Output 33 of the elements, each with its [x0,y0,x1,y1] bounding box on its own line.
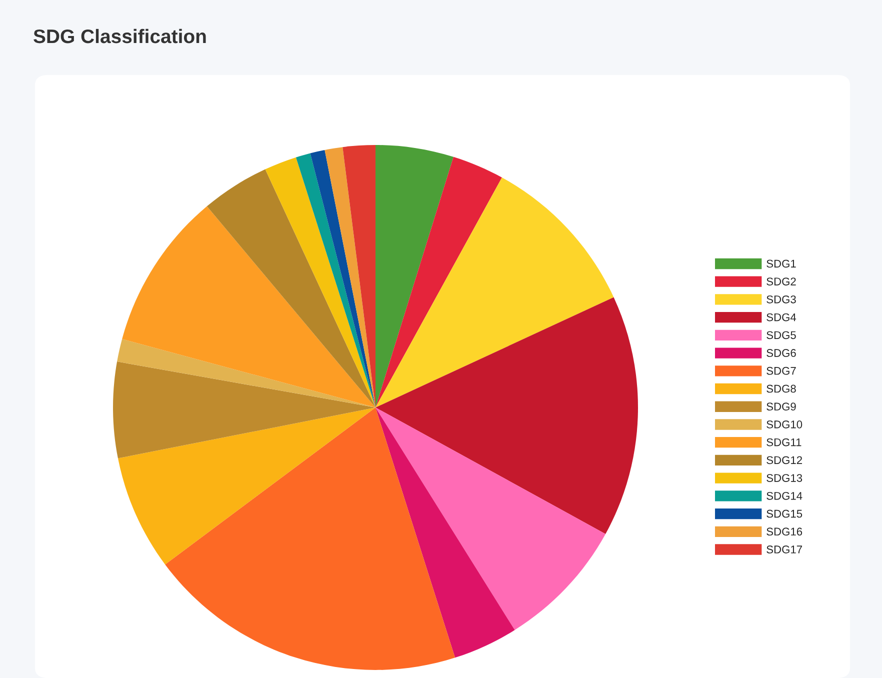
legend-label: SDG16 [766,528,802,536]
pie-slice [122,206,376,408]
legend-label: SDG14 [766,492,802,500]
pie-slice [376,408,606,630]
pie-slice [265,157,376,408]
legend-label: SDG2 [766,278,796,286]
legend-label: SDG4 [766,313,796,322]
legend-label: SDG9 [766,402,796,411]
legend-label: SDG8 [766,384,796,393]
pie-slice [376,408,515,658]
legend-label: SDG17 [766,546,802,554]
legend-label: SDG12 [766,456,802,464]
pie-slice [310,150,376,408]
legend-label: SDG11 [766,438,802,446]
pie-slice [376,156,502,408]
legend-label: SDG6 [766,349,796,357]
legend-label: SDG15 [766,510,802,518]
legend-label: SDG7 [766,366,796,375]
pie-slice [376,177,614,408]
pie-slice [165,408,456,670]
legend-label: SDG5 [766,331,796,340]
pie-slice [324,147,376,408]
pie-slice [118,408,376,564]
pie-slice [342,145,376,408]
pie-slice [296,153,376,408]
pie-slice [376,297,638,534]
pie-slice [117,339,376,408]
legend-label: SDG3 [766,295,796,304]
legend-label: SDG10 [766,420,802,428]
chart-title: SDG Classification [34,28,206,44]
legend-label: SDG1 [766,260,796,268]
pie-slice [376,145,454,408]
legend-label: SDG13 [766,474,802,482]
